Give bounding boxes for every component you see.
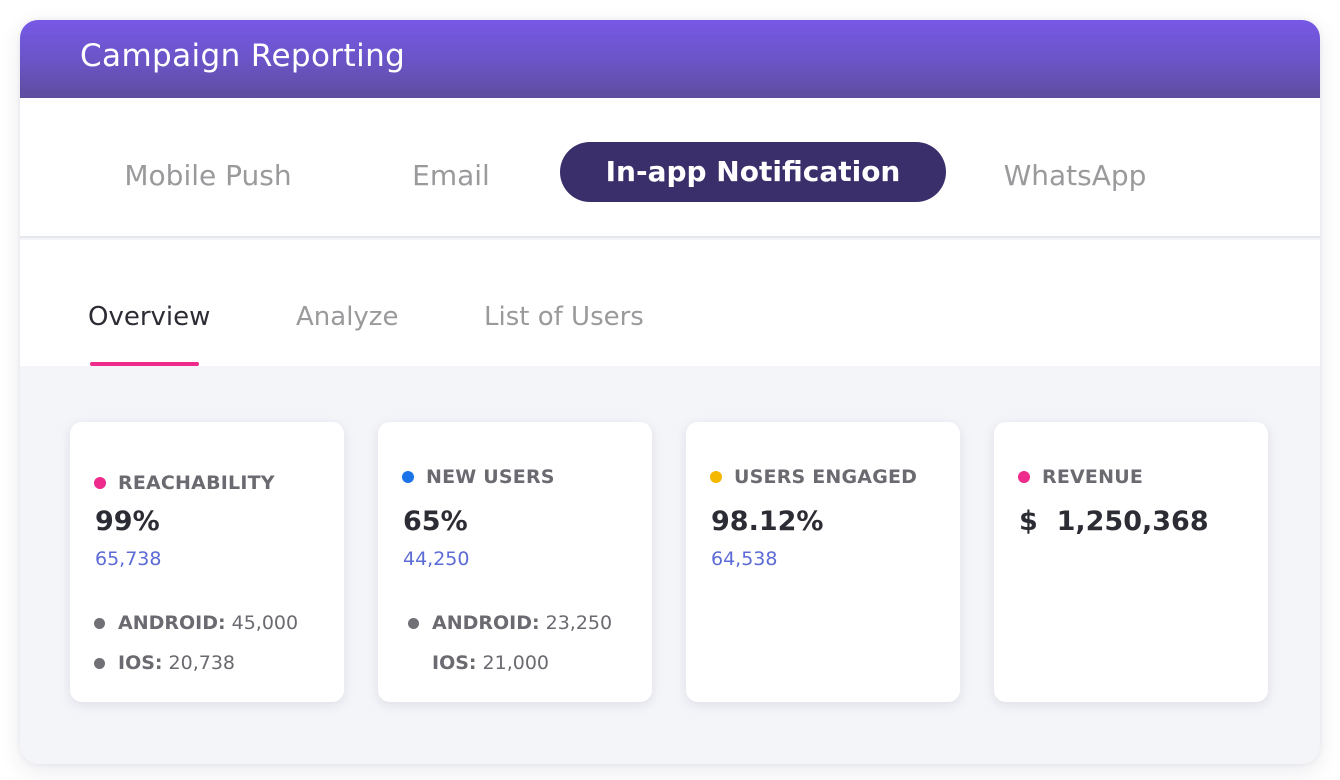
new-users-card: NEW USERS 65% 44,250 ANDROID: 23,250 IOS… (378, 422, 652, 702)
card-header: USERS ENGAGED (710, 466, 917, 488)
page-title: Campaign Reporting (80, 38, 406, 74)
status-dot-icon (94, 477, 106, 489)
tab-overview[interactable]: Overview (88, 302, 211, 332)
status-dot-icon (1018, 471, 1030, 483)
tab-analyze[interactable]: Analyze (296, 302, 399, 332)
card-label: USERS ENGAGED (734, 466, 918, 488)
card-count: 64,538 (711, 548, 778, 570)
bullet-icon (94, 657, 105, 669)
tab-list-of-users[interactable]: List of Users (484, 302, 644, 332)
breakdown-key: ANDROID: (432, 612, 540, 634)
sub-tabs: Overview Analyze List of Users (20, 240, 1320, 366)
breakdown-key: IOS: (118, 652, 163, 674)
channel-tabs: Mobile Push Email In-app Notification Wh… (20, 98, 1320, 238)
bullet-icon (94, 617, 105, 629)
card-value: $ 1,250,368 (1019, 506, 1209, 537)
breakdown-key: ANDROID: (118, 612, 226, 634)
breakdown-value: 45,000 (231, 612, 299, 634)
breakdown-value: 23,250 (545, 612, 613, 634)
channel-tab-whatsapp[interactable]: WhatsApp (1003, 159, 1147, 192)
channel-tab-in-app-notification[interactable]: In-app Notification (560, 142, 946, 202)
channel-tab-email[interactable]: Email (412, 159, 490, 192)
breakdown-row: ANDROID: 45,000 (94, 612, 298, 634)
card-value: 99% (95, 506, 160, 537)
breakdown-row: ANDROID: 23,250 (408, 612, 612, 634)
card-header: NEW USERS (402, 466, 555, 488)
card-label: NEW USERS (426, 466, 555, 488)
breakdown-row: IOS: 21,000 (432, 652, 549, 674)
channel-tab-mobile-push[interactable]: Mobile Push (124, 159, 292, 192)
status-dot-icon (402, 471, 414, 483)
card-value: 98.12% (711, 506, 824, 537)
revenue-card: REVENUE $ 1,250,368 (994, 422, 1268, 702)
breakdown-key: IOS: (432, 652, 477, 674)
card-header: REACHABILITY (94, 472, 275, 494)
card-value: 65% (403, 506, 468, 537)
card-label: REVENUE (1042, 466, 1144, 488)
header-bar: Campaign Reporting (20, 20, 1320, 98)
card-count: 44,250 (403, 548, 470, 570)
reachability-card: REACHABILITY 99% 65,738 ANDROID: 45,000 … (70, 422, 344, 702)
bullet-icon (408, 617, 419, 629)
breakdown-row: IOS: 20,738 (94, 652, 235, 674)
card-count: 65,738 (95, 548, 162, 570)
active-tab-indicator (90, 362, 199, 366)
breakdown-value: 20,738 (168, 652, 235, 674)
breakdown-value: 21,000 (482, 652, 549, 674)
card-label: REACHABILITY (118, 472, 275, 494)
card-header: REVENUE (1018, 466, 1143, 488)
campaign-reporting-panel: Campaign Reporting Mobile Push Email In-… (20, 20, 1320, 764)
status-dot-icon (710, 471, 722, 483)
users-engaged-card: USERS ENGAGED 98.12% 64,538 (686, 422, 960, 702)
